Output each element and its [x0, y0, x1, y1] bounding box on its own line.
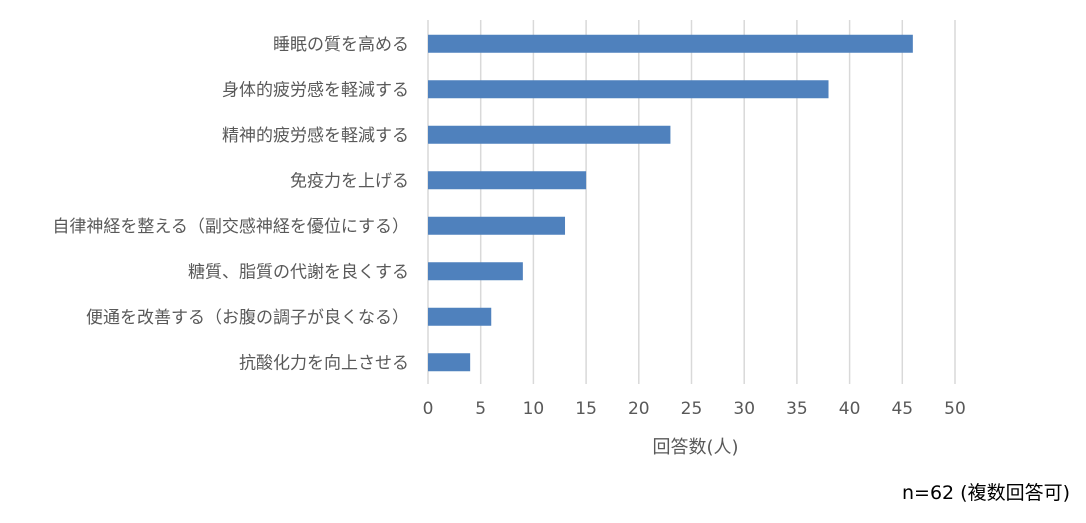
category-label: 免疫力を上げる — [290, 171, 409, 191]
category-label: 睡眠の質を高める — [273, 35, 409, 55]
category-label: 身体的疲労感を軽減する — [222, 80, 409, 100]
x-tick-label: 40 — [839, 399, 861, 419]
bar-3 — [428, 171, 587, 190]
bar-6 — [428, 307, 492, 326]
x-tick-label: 0 — [423, 399, 434, 419]
category-label: 便通を改善する（お腹の調子が良くなる） — [86, 308, 409, 328]
bar-5 — [428, 262, 523, 281]
bar-0 — [428, 34, 913, 53]
bar-1 — [428, 80, 829, 99]
x-tick-label: 15 — [575, 399, 597, 419]
x-tick-label: 35 — [786, 399, 808, 419]
bar-2 — [428, 125, 671, 144]
category-labels: 睡眠の質を高める身体的疲労感を軽減する精神的疲労感を軽減する免疫力を上げる自律神… — [52, 35, 409, 374]
category-label: 抗酸化力を向上させる — [239, 353, 409, 373]
category-label: 糖質、脂質の代謝を良くする — [188, 262, 409, 282]
x-tick-label: 10 — [523, 399, 545, 419]
x-tick-labels: 0 5 10 15 20 25 30 35 40 45 50 — [423, 399, 966, 419]
gridlines — [427, 20, 956, 384]
x-axis-title: 回答数(人) — [652, 437, 738, 458]
x-tick-label: 20 — [628, 399, 650, 419]
x-tick-label: 50 — [944, 399, 966, 419]
x-tick-label: 45 — [891, 399, 913, 419]
x-tick-label: 25 — [681, 399, 703, 419]
x-tick-label: 30 — [733, 399, 755, 419]
x-tick-label: 5 — [475, 399, 486, 419]
bar-4 — [428, 216, 566, 235]
category-label: 精神的疲労感を軽減する — [222, 126, 409, 146]
bars — [428, 34, 913, 372]
bar-7 — [428, 353, 471, 372]
category-label: 自律神経を整える（副交感神経を優位にする） — [52, 217, 409, 237]
sample-note: n=62 (複数回答可) — [901, 482, 1070, 504]
